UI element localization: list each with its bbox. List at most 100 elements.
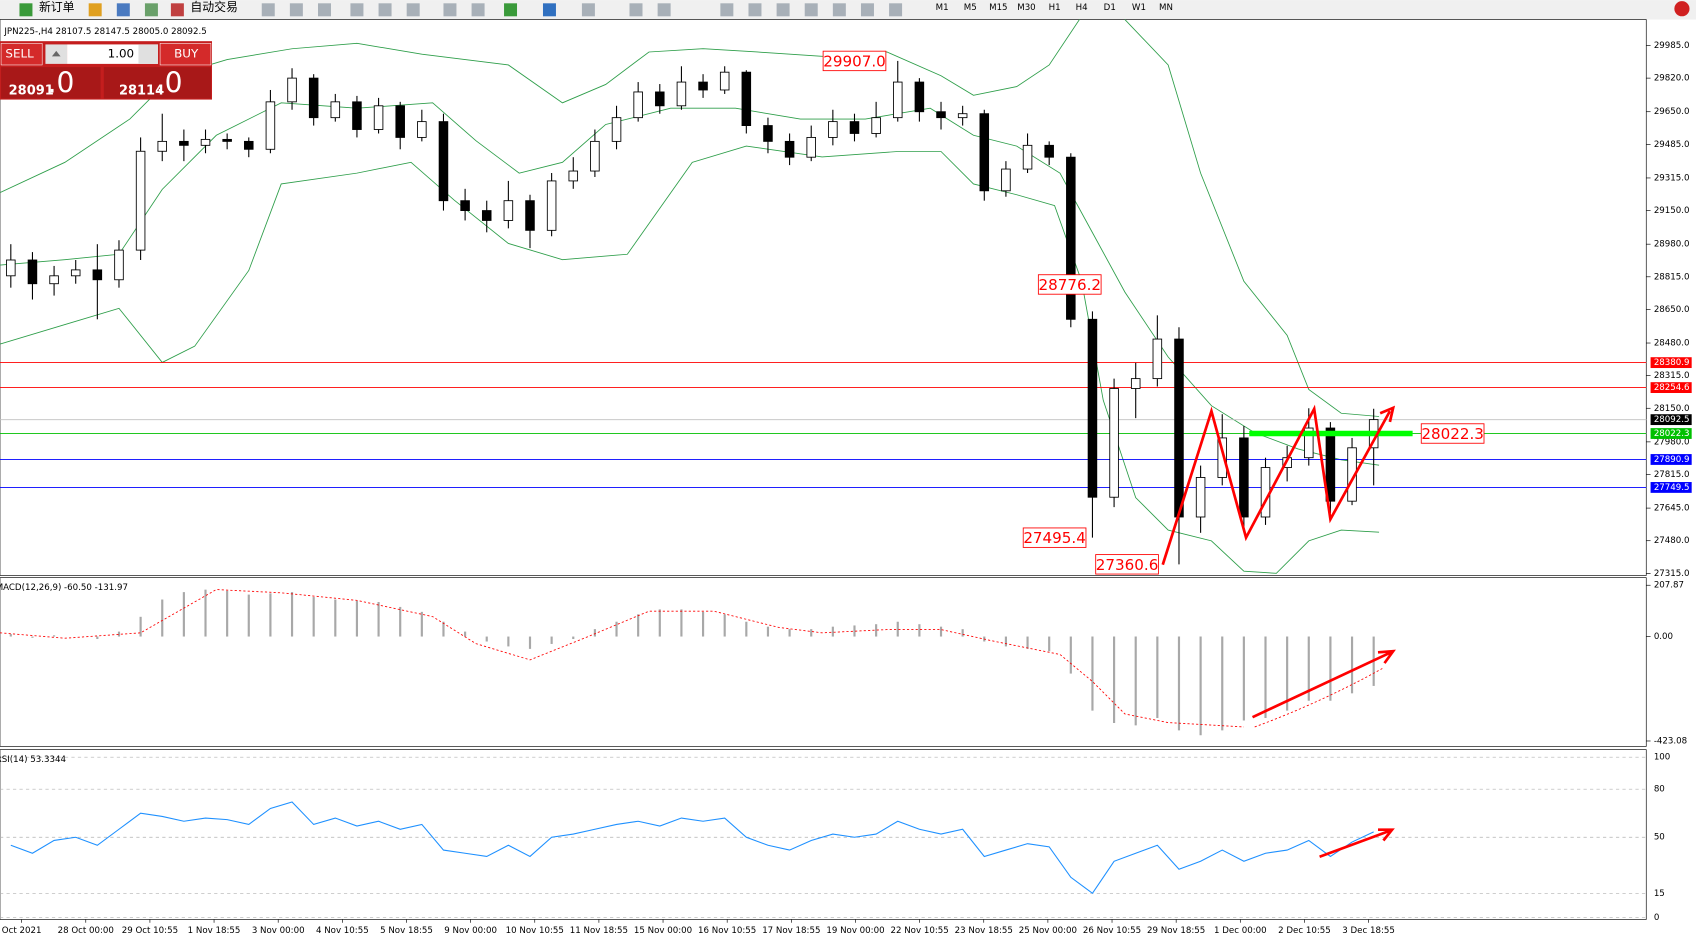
buy-label[interactable]: BUY <box>174 47 199 61</box>
order-panel: SELL 1.00 BUY 28091 .0 28114 .0 <box>0 41 212 100</box>
candle-body <box>525 200 535 231</box>
tool-icon[interactable] <box>832 3 846 17</box>
candle-body <box>892 81 903 119</box>
new-order-button[interactable]: 新订单 <box>39 0 75 14</box>
new-order-icon[interactable] <box>19 3 33 17</box>
tool-icon[interactable] <box>504 3 518 17</box>
tool-icon[interactable] <box>378 3 392 17</box>
y-tick-label: 15 <box>1654 889 1665 899</box>
candle-body <box>1152 338 1163 380</box>
y-tick-label: 27315.0 <box>1654 569 1690 579</box>
tool-icon[interactable] <box>116 3 130 17</box>
x-tick-label: 2 Dec 10:55 <box>1278 926 1331 936</box>
y-tick-label: 28650.0 <box>1654 305 1690 315</box>
candle-body <box>568 170 579 182</box>
y-tick-label: 28150.0 <box>1654 404 1690 414</box>
tool-icon[interactable] <box>406 3 420 17</box>
candle-body <box>546 180 557 231</box>
candle-body <box>265 101 276 150</box>
tool-icon[interactable] <box>657 3 671 17</box>
timeframe-button[interactable]: M30 <box>1017 3 1035 13</box>
auto-trading-button[interactable]: 自动交易 <box>190 0 238 14</box>
timeframe-button[interactable]: W1 <box>1132 3 1146 13</box>
tool-icon[interactable] <box>88 3 102 17</box>
tool-icon[interactable] <box>629 3 643 17</box>
spinner-arrow <box>51 50 61 57</box>
sell-button[interactable] <box>0 43 43 66</box>
buy-button[interactable] <box>159 43 212 66</box>
tool-icon[interactable] <box>261 3 275 17</box>
lower-band <box>0 145 1380 574</box>
y-tick-label: 50 <box>1654 833 1665 843</box>
chart-header: JPN225-,H4 28107.5 28147.5 28005.0 28092… <box>3 27 207 37</box>
rsi-label: RSI(14) 53.3344 <box>0 755 66 765</box>
tool-icon[interactable] <box>748 3 762 17</box>
y-tick-label: 29150.0 <box>1654 206 1690 216</box>
tool-icon[interactable] <box>581 3 595 17</box>
sell-price-box[interactable] <box>1 67 101 99</box>
notification-icon[interactable] <box>1674 1 1690 17</box>
price-tag <box>1650 454 1692 465</box>
candle-body <box>135 150 146 251</box>
price-tag-label: 28022.3 <box>1654 429 1690 439</box>
tool-icon[interactable] <box>350 3 364 17</box>
tool-icon[interactable] <box>318 3 331 17</box>
buy-price-box[interactable] <box>103 67 211 99</box>
tool-icon[interactable] <box>804 3 818 17</box>
y-tick-label: 28815.0 <box>1654 272 1690 282</box>
x-tick-label: 17 Nov 18:55 <box>762 926 820 936</box>
sell-label[interactable]: SELL <box>5 47 34 61</box>
x-tick-label: 29 Nov 18:55 <box>1147 926 1205 936</box>
arrow-head <box>1379 405 1396 423</box>
timeframe-button[interactable]: M15 <box>989 3 1007 13</box>
candle-body <box>828 121 838 138</box>
lot-field[interactable] <box>67 44 158 64</box>
x-tick-label: 22 Nov 10:55 <box>890 926 948 936</box>
candle-body <box>179 140 189 146</box>
price-pane <box>0 19 1647 576</box>
candle-body <box>1217 437 1228 478</box>
candle-body <box>1130 378 1141 389</box>
price-tag <box>1650 357 1692 369</box>
y-tick-label: 0 <box>1654 913 1660 923</box>
tool-icon[interactable] <box>860 3 874 17</box>
tool-icon[interactable] <box>144 3 158 17</box>
lot-spinner[interactable] <box>138 44 158 64</box>
timeframe-button[interactable]: H4 <box>1076 3 1088 13</box>
x-tick-label: 26 Nov 10:55 <box>1083 926 1141 936</box>
lot-value[interactable]: 1.00 <box>108 47 134 61</box>
x-tick-label: 16 Nov 10:55 <box>698 926 756 936</box>
timeframe-button[interactable]: D1 <box>1104 3 1116 13</box>
x-tick-label: 3 Dec 18:55 <box>1342 926 1395 936</box>
tool-icon[interactable] <box>471 3 485 17</box>
annotation: 27495.4 <box>1023 529 1086 547</box>
annotation-box <box>822 50 887 72</box>
y-tick-label: 80 <box>1654 785 1665 795</box>
tool-icon[interactable] <box>443 3 457 17</box>
x-tick-label: 1 Dec 00:00 <box>1214 926 1267 936</box>
tool-icon[interactable] <box>542 3 556 17</box>
candle-body <box>114 249 124 281</box>
timeframe-button[interactable]: M5 <box>964 3 977 13</box>
candle-body <box>914 81 925 113</box>
auto-trading-icon[interactable] <box>170 3 184 17</box>
timeframe-button[interactable]: H1 <box>1049 3 1061 13</box>
upper-band <box>1124 19 1380 417</box>
candle-body <box>503 200 514 221</box>
timeframe-button[interactable]: MN <box>1159 3 1173 13</box>
x-tick-label: 10 Nov 10:55 <box>506 926 564 936</box>
y-tick-label: 27980.0 <box>1654 437 1690 447</box>
tool-icon[interactable] <box>776 3 790 17</box>
tool-icon[interactable] <box>889 3 903 17</box>
timeframe-button[interactable]: M1 <box>936 3 949 13</box>
candle-body <box>417 121 427 138</box>
x-tick-label: Oct 2021 <box>2 926 42 936</box>
tool-icon[interactable] <box>289 3 303 17</box>
candle-body <box>460 200 470 212</box>
timeframe-bar: M1 M5 M15 M30 H1 H4 D1 W1 MN <box>936 3 1173 13</box>
candle-body <box>763 125 773 142</box>
y-tick-label: 27645.0 <box>1654 504 1690 514</box>
candle-body <box>438 121 449 202</box>
tool-icon[interactable] <box>720 3 734 17</box>
annotation: 28022.3 <box>1421 425 1484 443</box>
